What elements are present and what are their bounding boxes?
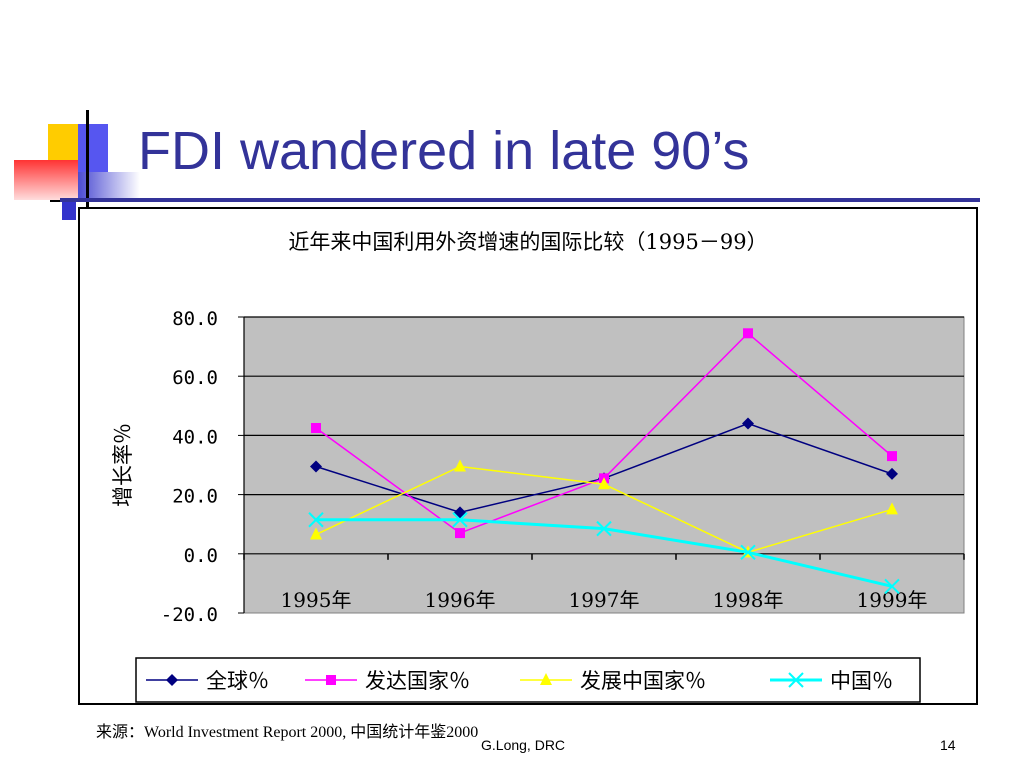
- data-point: [740, 544, 756, 561]
- data-point: [886, 467, 898, 480]
- deco-blue-square: [78, 124, 108, 172]
- slide-title: FDI wandered in late 90’s: [138, 121, 750, 181]
- deco-blue-gradient: [70, 172, 140, 202]
- chart-frame: 近年来中国利用外资增速的国际比较（1995－99） 80.0 60.0 40.0 20.…: [78, 207, 978, 705]
- deco-small-blue-square: [62, 202, 76, 220]
- y-tick-label: 20.0: [172, 486, 218, 508]
- x-tick-label: 1998年: [713, 588, 784, 612]
- legend-marker: [540, 673, 552, 685]
- data-point: [452, 512, 468, 528]
- legend-label: 中国％: [830, 669, 893, 693]
- data-point: [310, 460, 322, 473]
- legend-marker: [166, 674, 178, 686]
- legend-label: 发展中国家％: [580, 669, 706, 693]
- title-rule: [60, 198, 980, 202]
- data-point: [743, 328, 753, 339]
- data-point: [742, 417, 754, 430]
- data-point: [311, 423, 321, 433]
- deco-red-square: [14, 160, 78, 200]
- legend-label: 全球％: [206, 669, 269, 693]
- y-tick-label: 60.0: [172, 367, 218, 389]
- legend-marker: [788, 672, 804, 688]
- x-tick-label: 1997年: [569, 588, 640, 612]
- page-number: 14: [940, 737, 956, 753]
- data-point: [884, 578, 900, 595]
- x-tick-label: 1999年: [857, 588, 928, 612]
- y-tick-label: 80.0: [172, 308, 218, 330]
- data-point: [598, 477, 610, 490]
- deco-vertical-line: [86, 110, 89, 220]
- x-tick-label: 1996年: [425, 588, 496, 612]
- data-point: [596, 520, 612, 537]
- legend-marker: [326, 675, 336, 685]
- plot-area: [243, 316, 965, 614]
- footer-author: G.Long, DRC: [481, 737, 566, 753]
- legend-label: 发达国家％: [365, 669, 470, 693]
- line-chart: 近年来中国利用外资增速的国际比较（1995－99） 80.0 60.0 40.0 20.…: [111, 230, 965, 703]
- y-tick-label: 0.0: [184, 545, 218, 567]
- y-axis-label: 增长率％: [111, 423, 135, 507]
- data-point: [455, 528, 465, 539]
- data-point: [886, 502, 898, 515]
- y-tick-label: -20.0: [161, 604, 218, 626]
- data-point: [454, 459, 466, 472]
- x-tick-label: 1995年: [281, 588, 352, 612]
- data-point: [308, 512, 324, 528]
- source-note: 来源：World Investment Report 2000, 中国统计年鉴2…: [96, 724, 479, 741]
- data-point: [887, 451, 897, 462]
- chart-title: 近年来中国利用外资增速的国际比较（1995－99）: [288, 230, 767, 254]
- y-tick-label: 40.0: [172, 426, 218, 448]
- data-point: [310, 527, 322, 540]
